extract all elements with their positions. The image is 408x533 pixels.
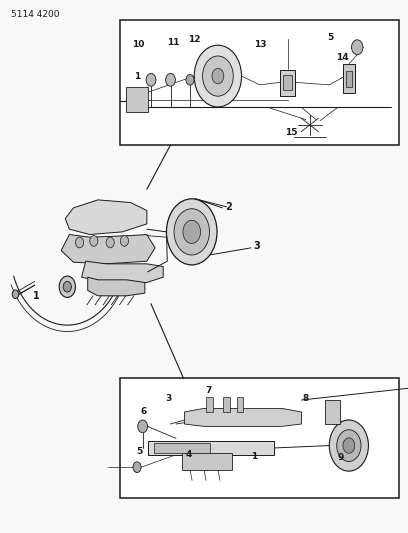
Polygon shape: [61, 235, 155, 264]
Text: 3: 3: [165, 394, 172, 403]
Text: 4: 4: [185, 450, 192, 458]
Circle shape: [146, 74, 156, 86]
Text: 9: 9: [337, 453, 344, 462]
Bar: [154, 443, 210, 453]
Circle shape: [194, 45, 242, 107]
Polygon shape: [65, 200, 147, 235]
Circle shape: [352, 40, 363, 55]
Circle shape: [106, 237, 114, 248]
Bar: [182, 453, 232, 470]
Polygon shape: [184, 408, 302, 426]
Text: 10: 10: [132, 41, 144, 49]
Text: 1: 1: [33, 291, 40, 301]
Text: 13: 13: [254, 40, 266, 49]
Polygon shape: [88, 277, 145, 296]
Text: 3: 3: [254, 241, 260, 251]
Bar: [325, 400, 340, 424]
Circle shape: [90, 236, 98, 246]
Circle shape: [12, 290, 19, 298]
Circle shape: [174, 209, 209, 255]
Circle shape: [343, 438, 355, 453]
Bar: [120, 378, 399, 498]
Bar: [237, 397, 244, 412]
Text: 14: 14: [336, 53, 348, 61]
Bar: [148, 441, 274, 455]
Text: 12: 12: [188, 36, 200, 44]
Bar: [206, 397, 213, 412]
Bar: [223, 397, 230, 412]
Circle shape: [337, 430, 361, 462]
Circle shape: [183, 220, 201, 244]
Circle shape: [120, 236, 129, 246]
Text: 8: 8: [302, 394, 308, 403]
Text: 2: 2: [225, 202, 232, 212]
Circle shape: [59, 276, 75, 297]
Bar: [120, 20, 399, 145]
Text: 1: 1: [251, 453, 257, 461]
Circle shape: [202, 56, 233, 96]
Text: 11: 11: [167, 38, 179, 47]
Circle shape: [166, 199, 217, 265]
Bar: [280, 70, 295, 96]
Polygon shape: [82, 261, 163, 282]
Bar: [343, 64, 355, 93]
Circle shape: [166, 74, 175, 86]
Bar: [126, 87, 148, 112]
Text: 5: 5: [327, 33, 334, 42]
Text: 15: 15: [286, 128, 298, 136]
Text: 1: 1: [134, 72, 140, 81]
Bar: [284, 76, 292, 91]
Circle shape: [329, 420, 368, 471]
Text: 5: 5: [136, 448, 142, 456]
Text: 5114 4200: 5114 4200: [11, 10, 60, 19]
Circle shape: [63, 281, 71, 292]
Circle shape: [212, 68, 224, 84]
Circle shape: [75, 237, 84, 248]
Bar: [346, 71, 352, 87]
Text: 7: 7: [205, 386, 211, 395]
Circle shape: [138, 420, 148, 433]
Circle shape: [133, 462, 141, 472]
Circle shape: [186, 75, 194, 85]
Text: 6: 6: [140, 407, 147, 416]
